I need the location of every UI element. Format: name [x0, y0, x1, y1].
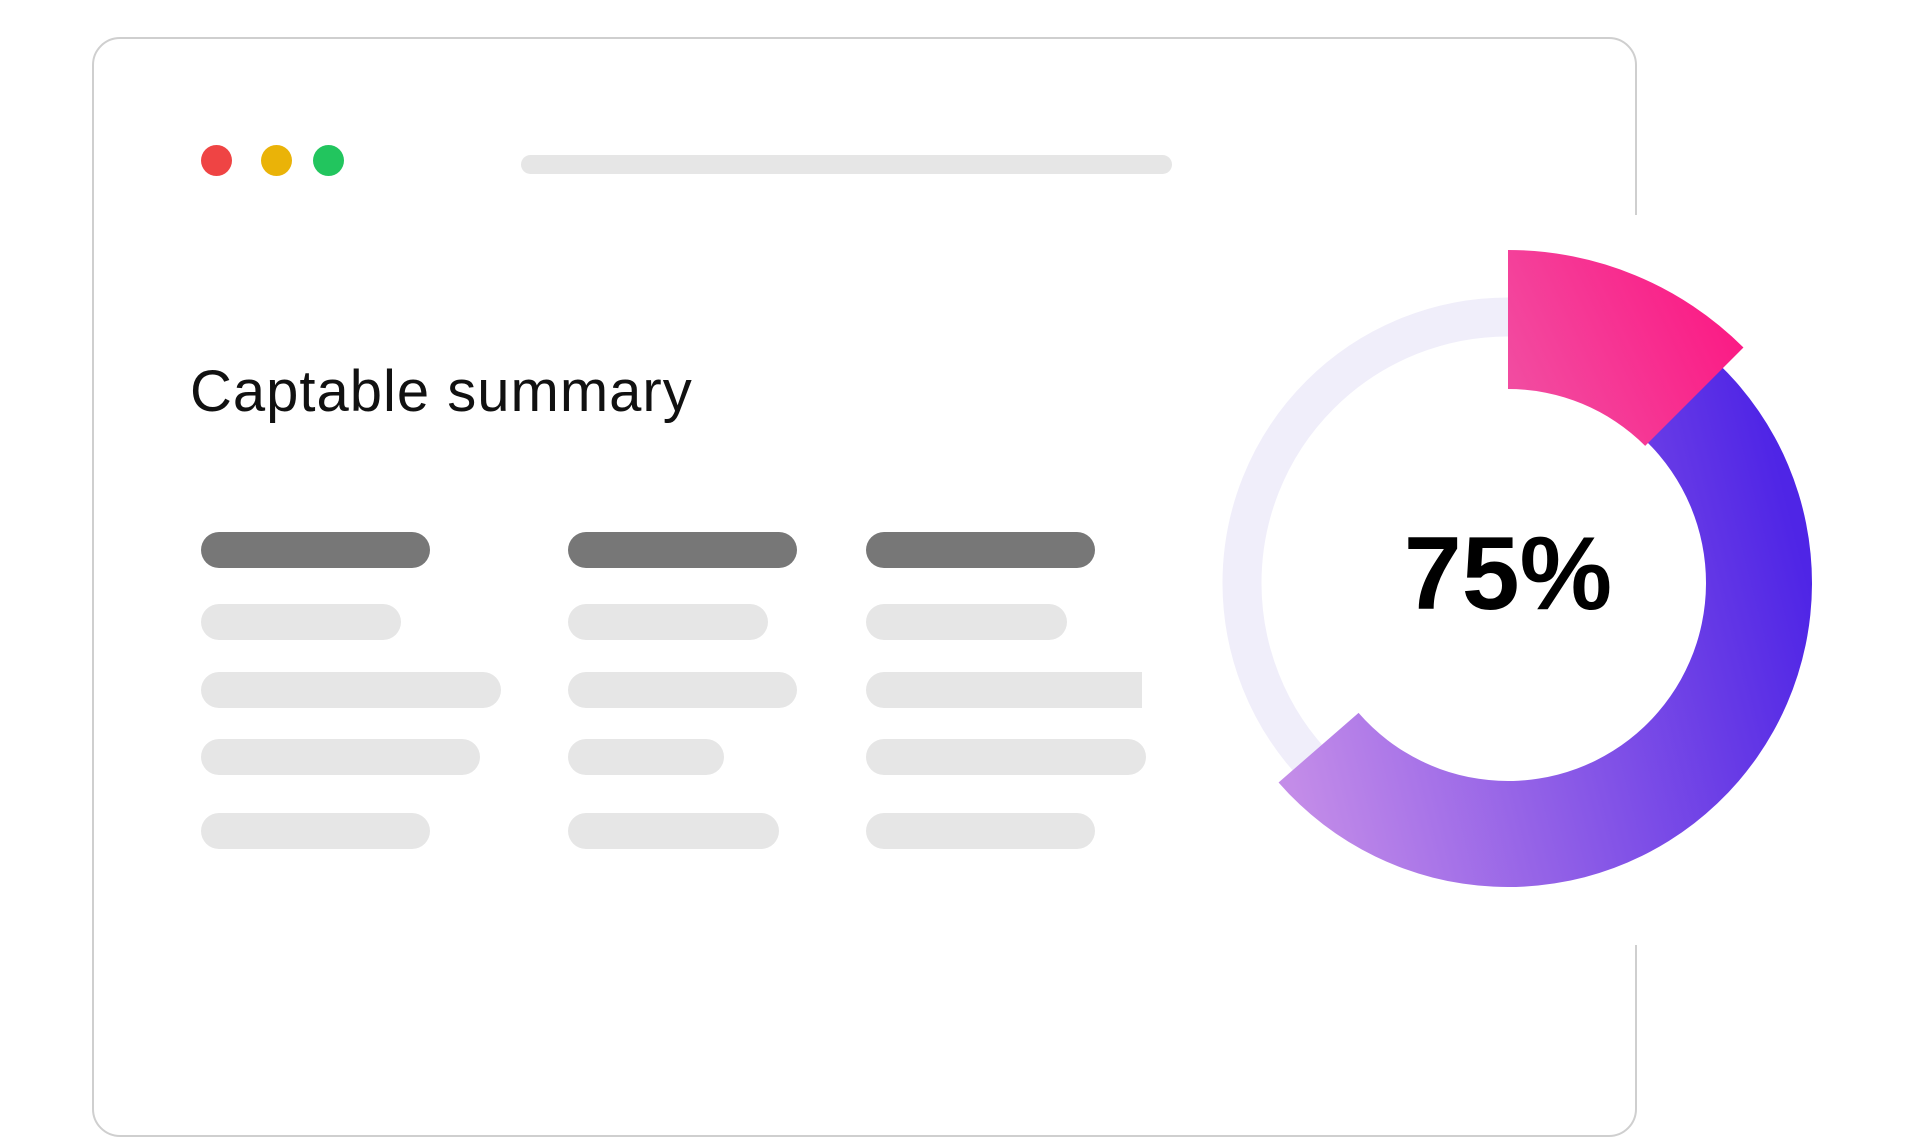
maximize-window-dot[interactable] [313, 145, 344, 176]
column-header-placeholder [568, 532, 797, 568]
donut-gauge [1222, 250, 1812, 887]
minimize-window-dot[interactable] [261, 145, 292, 176]
cell-placeholder [866, 604, 1067, 640]
close-window-dot[interactable] [201, 145, 232, 176]
cell-placeholder [201, 813, 430, 849]
cell-placeholder [866, 739, 1146, 775]
gauge-segment-purple [1278, 364, 1812, 887]
address-bar[interactable] [521, 155, 1172, 174]
cell-placeholder [568, 813, 779, 849]
gauge-segment-pink [1508, 250, 1744, 446]
card-title: Captable summary [190, 359, 693, 424]
cell-placeholder [866, 672, 1142, 708]
cell-placeholder [568, 672, 797, 708]
cell-placeholder [201, 604, 401, 640]
column-header-placeholder [201, 532, 430, 568]
cell-placeholder [201, 672, 501, 708]
cell-placeholder [866, 813, 1095, 849]
cell-placeholder [568, 739, 724, 775]
cell-placeholder [568, 604, 768, 640]
column-header-placeholder [866, 532, 1095, 568]
gauge-value-label: 75% [1403, 516, 1613, 632]
cell-placeholder [201, 739, 480, 775]
